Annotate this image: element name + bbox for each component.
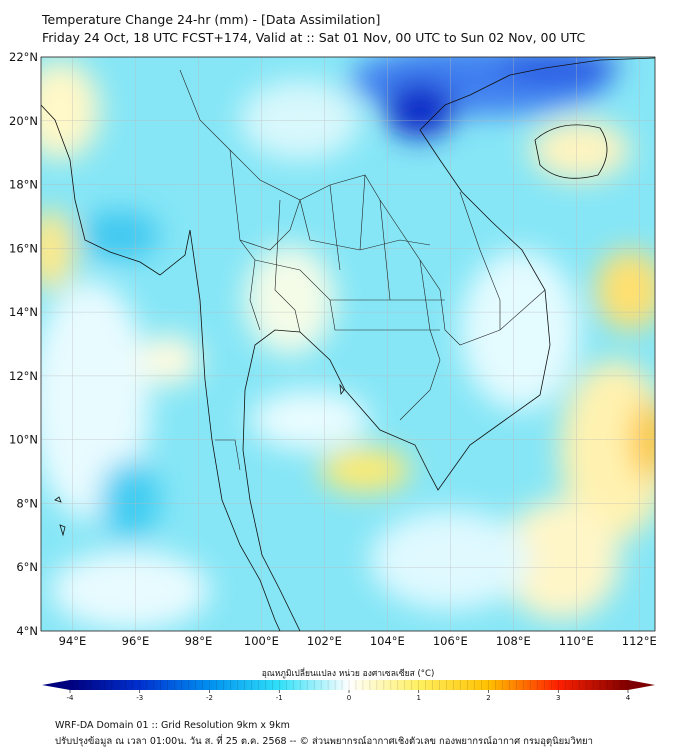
- colorbar-tick-label: -1: [276, 694, 283, 700]
- colorbar-tick-label: -3: [136, 694, 143, 700]
- colorbar-bar: [70, 680, 628, 690]
- colorbar-tick-label: -4: [67, 694, 75, 700]
- temperature-change-map: 94°E 96°E 98°E 100°E 102°E 104°E 106°E 108°E 110…: [9, 50, 657, 700]
- latitude-label: 8°N: [16, 496, 38, 510]
- latitude-label: 6°N: [16, 560, 38, 574]
- map-frame: [40, 56, 656, 632]
- colorbar-tick-label: 4: [626, 694, 631, 700]
- footer-model-info: WRF-DA Domain 01 :: Grid Resolution 9km …: [55, 720, 290, 731]
- longitude-label: 104°E: [370, 634, 405, 648]
- longitude-label: 110°E: [559, 634, 594, 648]
- latitude-label: 14°N: [9, 305, 38, 319]
- admin-boundaries: [179, 69, 546, 471]
- longitude-label: 112°E: [622, 634, 657, 648]
- latitude-label: 4°N: [16, 624, 38, 638]
- colorbar-min-arrow: [42, 680, 70, 690]
- graticule: [41, 56, 655, 632]
- coastlines: [41, 57, 655, 631]
- longitude-label: 102°E: [307, 634, 342, 648]
- map-subtitle: Friday 24 Oct, 18 UTC FCST+174, Valid at…: [42, 30, 586, 45]
- latitude-label: 18°N: [9, 178, 38, 192]
- latitude-labels: 22°N 20°N 18°N 16°N 14°N 12°N 10°N 8°N 6°N 4°N: [9, 50, 38, 638]
- longitude-label: 100°E: [244, 634, 279, 648]
- colorbar-tick-label: 1: [417, 694, 421, 700]
- colorbar-max-arrow: [628, 680, 655, 690]
- colorbar-tick-label: 2: [486, 694, 490, 700]
- latitude-label: 10°N: [9, 433, 38, 447]
- latitude-label: 12°N: [9, 369, 38, 383]
- longitude-labels: 94°E 96°E 98°E 100°E 102°E 104°E 106°E 108°E 110…: [59, 634, 657, 648]
- footer-update-info: ปรับปรุงข้อมูล ณ เวลา 01:00น. วัน ส. ที่…: [55, 736, 593, 747]
- longitude-label: 108°E: [496, 634, 531, 648]
- latitude-label: 20°N: [9, 114, 38, 128]
- longitude-label: 106°E: [433, 634, 468, 648]
- colorbar-tick-label: 0: [347, 694, 351, 700]
- colorbar-tick-label: -2: [206, 694, 213, 700]
- temperature-field: [41, 57, 655, 631]
- longitude-label: 98°E: [185, 634, 213, 648]
- colorbar-tick-label: 3: [556, 694, 560, 700]
- colorbar: -4 -3 -2 -1 0 1 2 3 4: [42, 680, 655, 700]
- longitude-label: 94°E: [59, 634, 87, 648]
- colorbar-label: อุณหภูมิเปลี่ยนแปลง หน่วย องศาเซลเซียส (…: [262, 667, 435, 679]
- longitude-label: 96°E: [122, 634, 150, 648]
- latitude-label: 16°N: [9, 241, 38, 255]
- map-title: Temperature Change 24-hr (mm) - [Data As…: [42, 12, 381, 27]
- latitude-label: 22°N: [9, 50, 38, 64]
